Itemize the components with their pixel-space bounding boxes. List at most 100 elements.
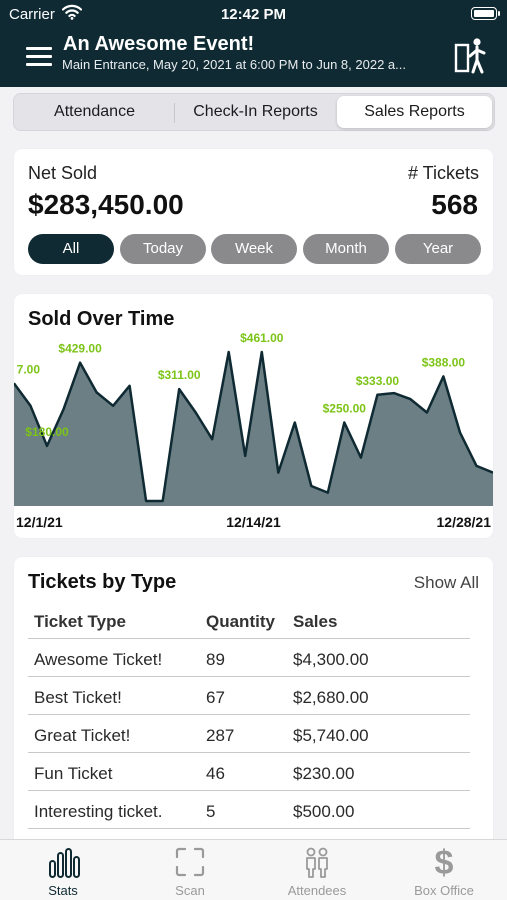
x-tick-label: 12/14/21 [226, 514, 281, 530]
data-point [178, 388, 180, 390]
sold-over-time-chart: 7.00 $180.00 $429.00 $311.00 $461.00 $250.00 $… [14, 331, 493, 530]
data-point [29, 405, 32, 407]
data-point [376, 394, 379, 396]
filter-all-button[interactable]: All [28, 234, 114, 264]
data-point [79, 361, 81, 364]
event-title: An Awesome Event! [63, 33, 255, 55]
header-ticket-type: Ticket Type [34, 612, 126, 631]
data-point [492, 471, 493, 474]
table-row[interactable]: Fun Ticket 46 $230.00 [28, 753, 470, 791]
battery-icon [471, 7, 500, 20]
bar-chart-icon [49, 848, 80, 878]
sales-series-line [14, 350, 493, 503]
data-point [327, 491, 329, 494]
data-point [46, 445, 48, 447]
tickets-table: Ticket Type Quantity Sales Awesome Ticke… [28, 601, 470, 829]
table-row[interactable]: Best Ticket! 67 $2,680.00 [28, 677, 470, 715]
data-point [310, 485, 313, 487]
scan-frame-icon [175, 847, 205, 877]
kiosk-mode-icon[interactable] [453, 36, 487, 81]
event-subtitle: Main Entrance, May 20, 2021 at 6:00 PM t… [62, 57, 406, 72]
data-point [14, 382, 15, 385]
tickets-by-type-card: Tickets by Type Show All Ticket Type Qua… [14, 557, 493, 857]
wifi-icon [61, 4, 83, 24]
table-row[interactable]: Interesting ticket. 5 $500.00 [28, 791, 470, 829]
net-sold-card: Net Sold $283,450.00 # Tickets 568 All T… [14, 149, 493, 275]
data-point [343, 421, 346, 424]
data-point [95, 391, 98, 394]
net-sold-label: Net Sold [28, 163, 98, 183]
cell-ticket-type: Great Ticket! [34, 726, 131, 745]
cell-sales: $230.00 [293, 764, 355, 783]
data-point [294, 421, 296, 424]
x-tick-label: 12/1/21 [16, 514, 63, 530]
data-label: 7.00 [17, 362, 41, 376]
data-point [211, 438, 213, 440]
tab-box-office[interactable]: $ Box Office [381, 840, 507, 900]
cell-ticket-type: Best Ticket! [34, 688, 122, 707]
cell-sales: $500.00 [293, 802, 355, 821]
tickets-count-label: # Tickets [407, 163, 479, 183]
cell-quantity: 67 [206, 688, 225, 707]
cell-sales: $4,300.00 [293, 650, 369, 669]
cell-sales: $2,680.00 [293, 688, 369, 707]
tab-attendees[interactable]: Attendees [254, 840, 380, 900]
data-point [62, 408, 65, 410]
data-label: $429.00 [58, 342, 102, 356]
data-point [426, 411, 428, 414]
tickets-count-value: 568 [431, 189, 478, 220]
filter-month-button[interactable]: Month [303, 234, 389, 264]
data-point [227, 351, 230, 353]
tab-sales-reports[interactable]: Sales Reports [337, 96, 492, 128]
data-point [128, 385, 131, 387]
cell-ticket-type: Fun Ticket [34, 764, 113, 783]
data-point [409, 398, 412, 400]
tab-attendance[interactable]: Attendance [54, 103, 135, 120]
table-header-row: Ticket Type Quantity Sales [28, 601, 470, 639]
filter-week-button[interactable]: Week [211, 234, 297, 264]
cell-quantity: 46 [206, 764, 225, 783]
segment-divider [174, 103, 175, 123]
filter-year-button[interactable]: Year [395, 234, 481, 264]
table-row[interactable]: Awesome Ticket! 89 $4,300.00 [28, 639, 470, 677]
table-row[interactable]: Great Ticket! 287 $5,740.00 [28, 715, 470, 753]
data-point [475, 465, 478, 467]
people-icon [306, 847, 328, 878]
filter-today-button[interactable]: Today [120, 234, 206, 264]
tab-scan[interactable]: Scan [127, 840, 253, 900]
data-point [442, 375, 445, 378]
cell-ticket-type: Awesome Ticket! [34, 650, 163, 669]
menu-icon[interactable] [26, 45, 52, 67]
cell-sales: $5,740.00 [293, 726, 369, 745]
data-label: $461.00 [240, 331, 284, 345]
data-label: $250.00 [323, 402, 367, 416]
cell-quantity: 287 [206, 726, 235, 745]
data-label: $388.00 [422, 355, 466, 369]
cell-ticket-type: Interesting ticket. [34, 802, 163, 821]
data-point [145, 500, 147, 502]
data-point [360, 456, 362, 459]
sold-over-time-card: 7.00 $180.00 $429.00 $311.00 $461.00 $250.00 $… [14, 294, 493, 538]
cell-quantity: 5 [206, 802, 216, 821]
tab-box-office-label: Box Office [414, 883, 474, 898]
data-point [244, 455, 246, 457]
data-point [459, 431, 461, 434]
data-point [277, 471, 280, 474]
svg-text:$: $ [435, 845, 454, 879]
show-all-link[interactable]: Show All [413, 573, 479, 592]
x-tick-label: 12/28/21 [437, 514, 492, 530]
header-quantity: Quantity [206, 612, 275, 631]
tickets-by-type-title: Tickets by Type [28, 571, 177, 593]
tab-bar: Stats Scan Attendees $ Box Office [0, 839, 507, 900]
tab-check-in-reports[interactable]: Check-In Reports [193, 103, 318, 120]
status-bar: Carrier 12:42 PM [0, 0, 507, 30]
carrier-label: Carrier [9, 6, 55, 23]
clock: 12:42 PM [220, 6, 287, 23]
header-sales: Sales [293, 612, 338, 631]
tab-stats[interactable]: Stats [0, 840, 126, 900]
tab-scan-label: Scan [175, 883, 205, 898]
cell-quantity: 89 [206, 650, 225, 669]
data-label: $311.00 [158, 368, 201, 382]
data-label: $333.00 [356, 374, 400, 388]
tab-attendees-label: Attendees [287, 883, 347, 898]
